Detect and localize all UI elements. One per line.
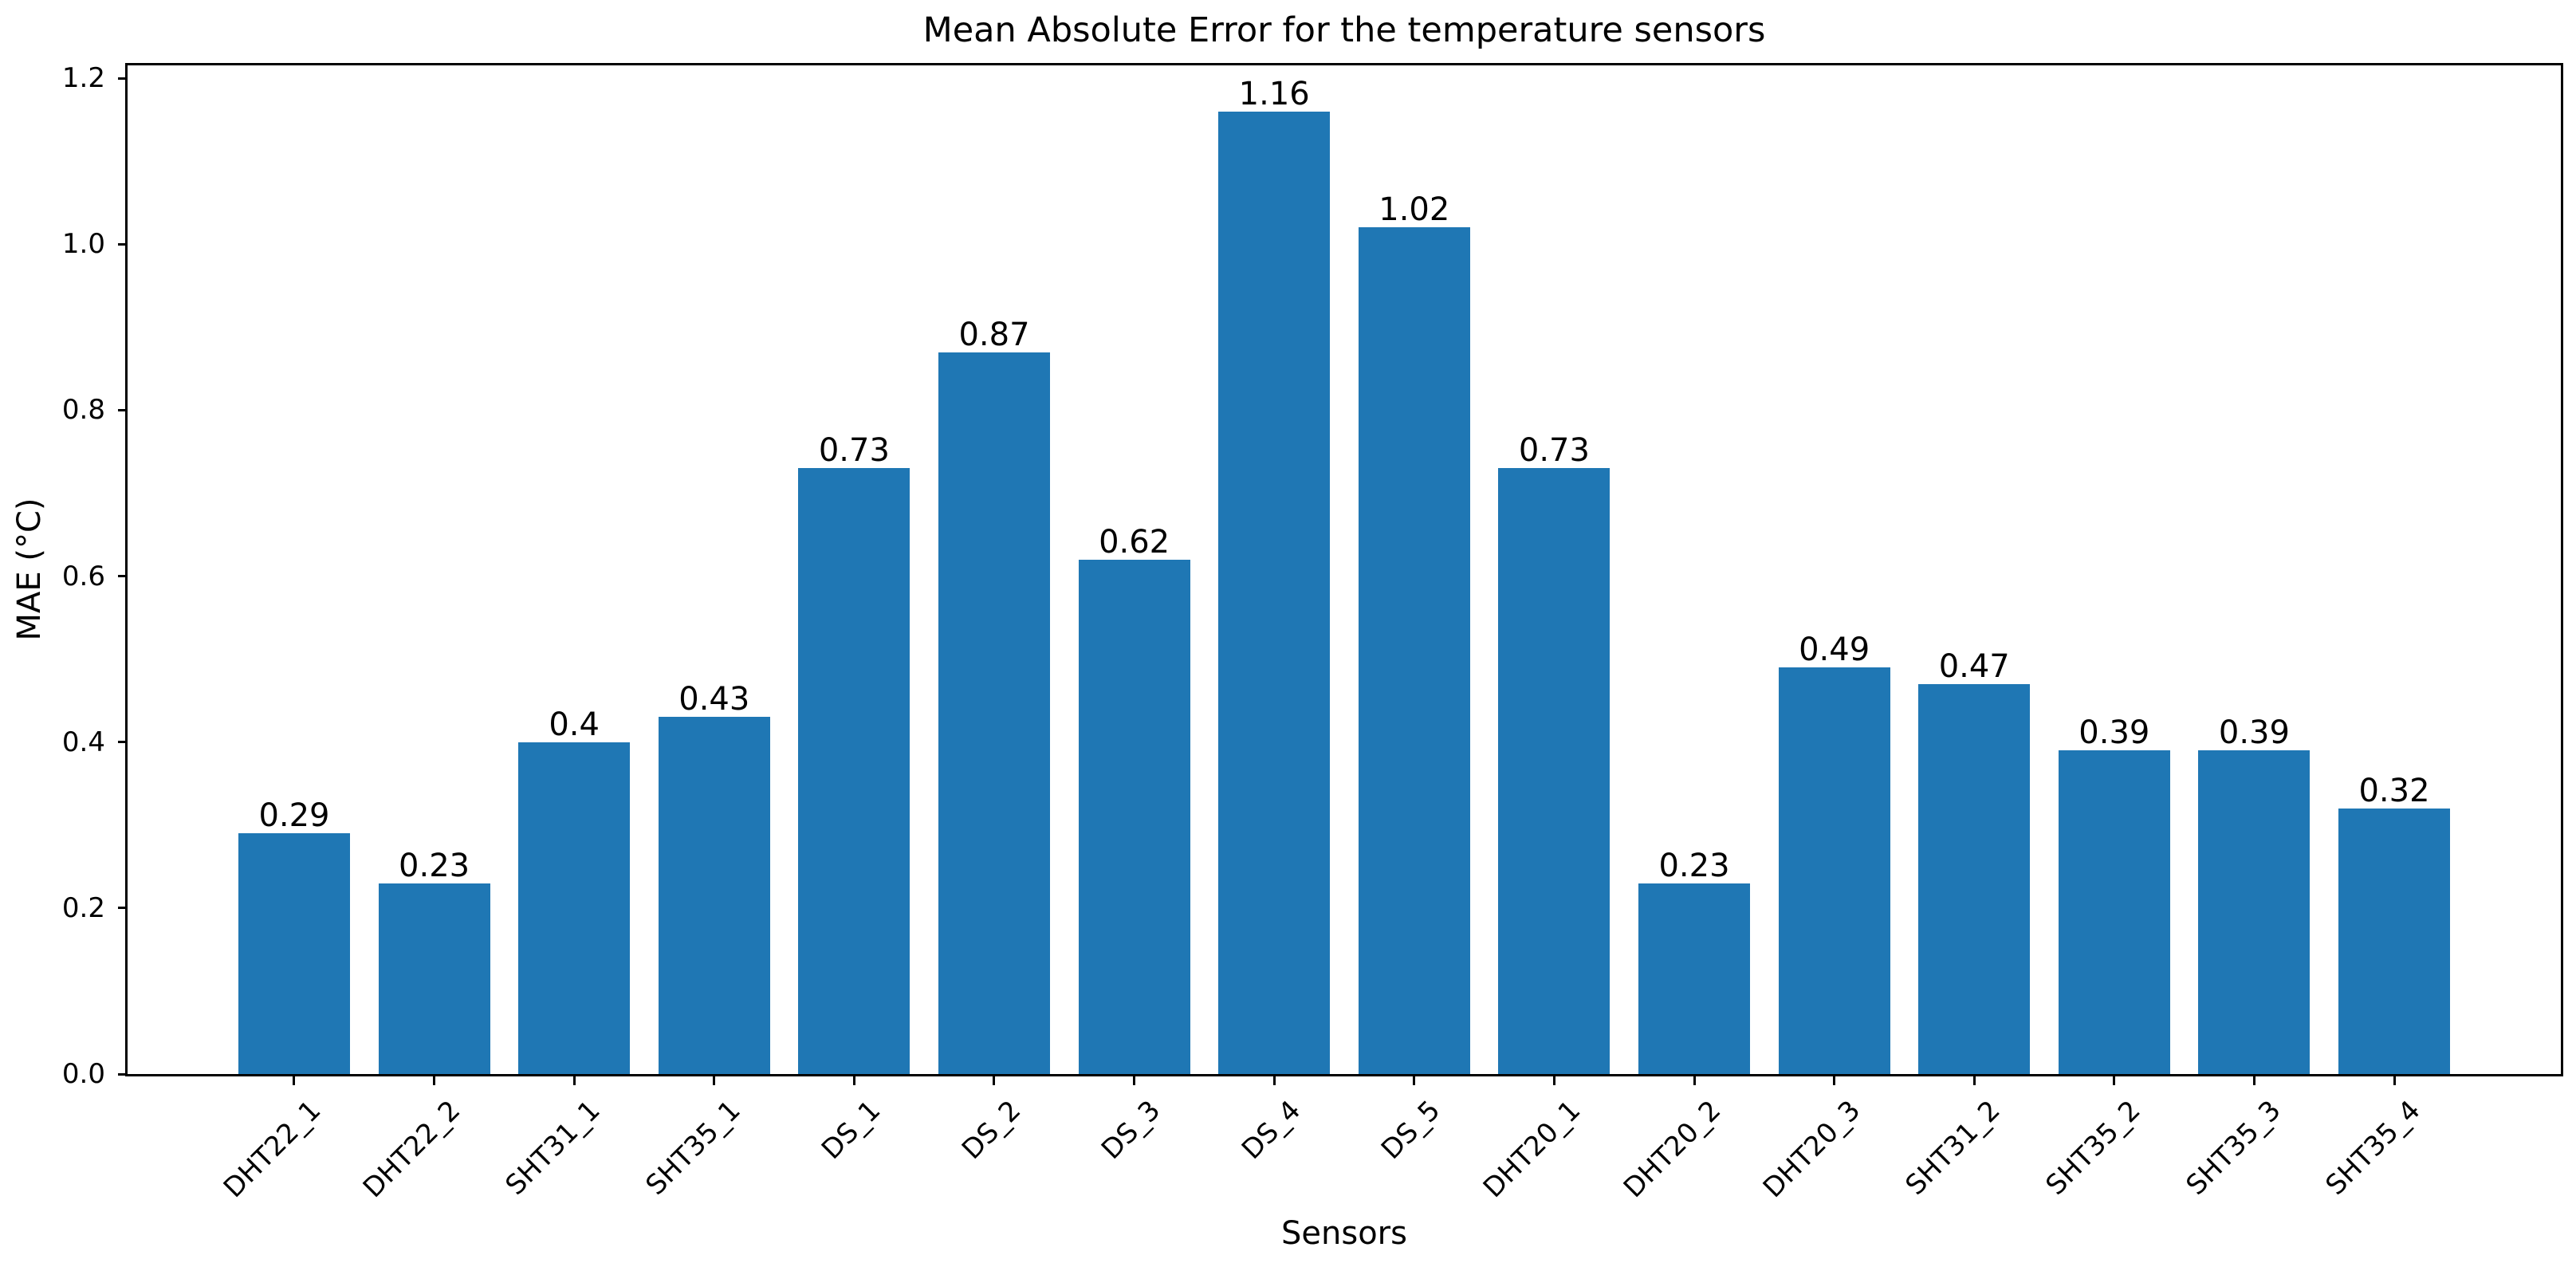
x-tick-label: SHT35_2 bbox=[2039, 1094, 2147, 1202]
bar-DS_2 bbox=[938, 352, 1050, 1074]
x-tick-mark bbox=[1972, 1076, 1976, 1085]
plot-area: 0.29 0.23 0.4 0.43 0.73 0.87 0.62 1.16 1.02 0.73 0… bbox=[125, 63, 2563, 1076]
x-axis: DHT22_1 DHT22_2 SHT31_1 SHT35_1 DS_1 DS_2 DS_3… bbox=[128, 1075, 2561, 1263]
bar-DS_4 bbox=[1218, 111, 1331, 1074]
x-tick-label: SHT35_1 bbox=[639, 1094, 747, 1202]
chart-title: Mean Absolute Error for the temperature … bbox=[922, 10, 1766, 50]
x-tick-mark bbox=[2393, 1076, 2396, 1085]
y-tick-mark bbox=[118, 77, 128, 80]
y-tick-mark bbox=[118, 242, 128, 246]
x-tick-label: DS_1 bbox=[815, 1094, 887, 1166]
x-tick-label: SHT31_1 bbox=[499, 1094, 608, 1202]
bar-value-label: 0.32 bbox=[2358, 772, 2430, 809]
bar-value-label: 0.73 bbox=[818, 432, 890, 470]
x-tick-mark bbox=[1133, 1076, 1136, 1085]
bar-DS_5 bbox=[1358, 227, 1470, 1074]
x-tick-label: DHT22_1 bbox=[217, 1094, 327, 1205]
y-tick-label: 0.0 bbox=[61, 1058, 105, 1090]
bar-DS_1 bbox=[798, 468, 910, 1074]
bar-value-label: 0.39 bbox=[2218, 714, 2290, 752]
y-tick-mark bbox=[118, 741, 128, 744]
bar-SHT35_1 bbox=[658, 717, 770, 1074]
bar-value-label: 1.16 bbox=[1238, 75, 1310, 112]
y-tick-mark bbox=[118, 907, 128, 910]
bar-value-label: 0.4 bbox=[549, 706, 600, 743]
x-tick-label: DHT20_2 bbox=[1617, 1094, 1727, 1205]
x-tick-mark bbox=[1552, 1076, 1555, 1085]
x-tick-label: DS_3 bbox=[1095, 1094, 1167, 1166]
x-tick-label: DS_4 bbox=[1235, 1094, 1308, 1166]
bar-value-label: 0.43 bbox=[678, 681, 750, 718]
x-tick-label: SHT35_3 bbox=[2180, 1094, 2287, 1202]
bar-DHT22_2 bbox=[378, 883, 490, 1074]
x-tick-label: DHT20_1 bbox=[1477, 1094, 1587, 1205]
bar-DHT20_3 bbox=[1778, 667, 1890, 1074]
y-tick-mark bbox=[118, 575, 128, 577]
x-tick-mark bbox=[2252, 1076, 2255, 1085]
bar-value-label: 0.73 bbox=[1518, 432, 1590, 470]
bar-DHT20_2 bbox=[1638, 883, 1750, 1074]
bar-SHT31_1 bbox=[518, 742, 631, 1074]
x-tick-mark bbox=[852, 1076, 855, 1085]
y-tick-label: 0.8 bbox=[61, 394, 105, 427]
x-tick-mark bbox=[1693, 1076, 1696, 1085]
x-tick-mark bbox=[293, 1076, 296, 1085]
y-tick-mark bbox=[118, 408, 128, 411]
x-tick-mark bbox=[993, 1076, 996, 1085]
x-tick-label: DHT22_2 bbox=[356, 1094, 467, 1205]
bar-value-label: 0.47 bbox=[1938, 647, 2010, 685]
bar-value-label: 0.62 bbox=[1099, 523, 1170, 561]
bar-value-label: 0.23 bbox=[399, 847, 470, 884]
x-tick-mark bbox=[1833, 1076, 1836, 1085]
bar-DHT22_1 bbox=[238, 833, 350, 1074]
y-tick-label: 0.6 bbox=[61, 560, 105, 592]
bar-value-label: 0.39 bbox=[2078, 714, 2150, 752]
x-tick-mark bbox=[1413, 1076, 1416, 1085]
bar-value-label: 0.29 bbox=[258, 797, 330, 835]
y-tick-label: 0.4 bbox=[61, 726, 105, 758]
x-tick-label: SHT35_4 bbox=[2319, 1094, 2427, 1202]
bar-SHT35_2 bbox=[2058, 750, 2170, 1074]
y-axis: 0.0 0.2 0.4 0.6 0.8 1.0 1.2 bbox=[0, 62, 128, 1088]
bar-DHT20_1 bbox=[1498, 468, 1610, 1074]
y-tick-mark bbox=[118, 1072, 128, 1076]
bar-value-label: 1.02 bbox=[1378, 191, 1450, 229]
y-tick-label: 1.0 bbox=[61, 228, 105, 261]
x-tick-mark bbox=[713, 1076, 716, 1085]
x-tick-label: DS_5 bbox=[1375, 1094, 1447, 1166]
x-tick-mark bbox=[433, 1076, 436, 1085]
x-tick-mark bbox=[572, 1076, 576, 1085]
x-tick-label: SHT31_2 bbox=[1899, 1094, 2008, 1202]
bar-value-label: 0.49 bbox=[1799, 632, 1870, 669]
x-tick-mark bbox=[1272, 1076, 1276, 1085]
x-tick-label: DHT20_3 bbox=[1757, 1094, 1867, 1205]
bar-SHT35_3 bbox=[2198, 750, 2311, 1074]
bar-DS_3 bbox=[1078, 559, 1190, 1074]
bar-SHT31_2 bbox=[1918, 683, 2031, 1074]
y-tick-label: 0.2 bbox=[61, 891, 105, 924]
bar-value-label: 0.23 bbox=[1658, 847, 1730, 884]
x-tick-label: DS_2 bbox=[955, 1094, 1027, 1166]
bar-SHT35_4 bbox=[2338, 808, 2451, 1074]
bar-value-label: 0.87 bbox=[958, 316, 1030, 353]
y-tick-label: 1.2 bbox=[61, 62, 105, 95]
x-axis-label: Sensors bbox=[1281, 1215, 1407, 1252]
x-tick-mark bbox=[2113, 1076, 2116, 1085]
